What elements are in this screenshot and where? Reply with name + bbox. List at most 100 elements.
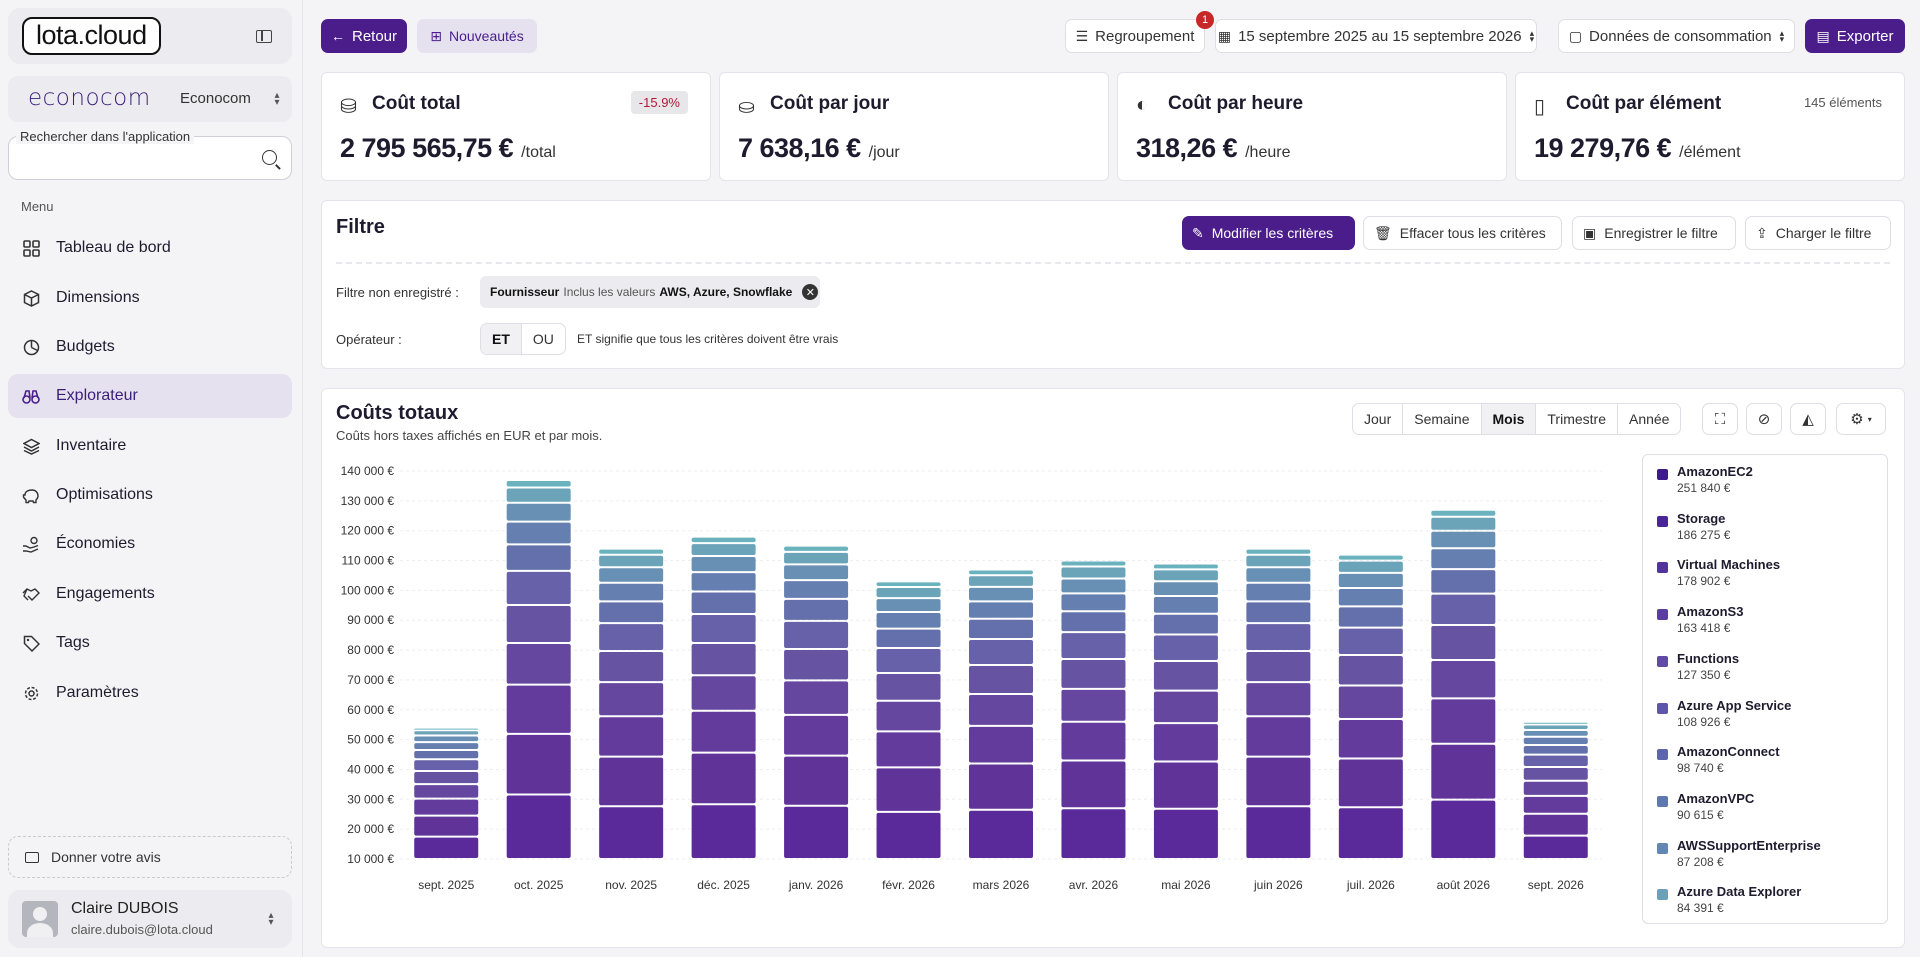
sidebar-toggle-icon[interactable]	[256, 30, 272, 43]
sidebar-item-tags[interactable]: Tags	[8, 621, 292, 665]
bar-segment	[1061, 689, 1126, 721]
coins-icon: ⛁	[340, 96, 357, 118]
pie-icon	[22, 338, 40, 356]
bar-segment	[1523, 796, 1588, 813]
date-range-picker[interactable]: ▦ 15 septembre 2025 au 15 septembre 2026 …	[1215, 19, 1537, 53]
eye-off-icon[interactable]: ⊘	[1746, 403, 1782, 435]
news-button[interactable]: ⊞ Nouveautés	[417, 19, 537, 53]
data-type-select[interactable]: ▢ Données de consommation ▴ ▾	[1558, 19, 1795, 53]
bar-segment	[414, 772, 479, 784]
bar-segment	[1523, 781, 1588, 795]
bar-segment	[969, 726, 1033, 763]
export-button[interactable]: ▤ Exporter	[1805, 19, 1905, 53]
org-switcher[interactable]: econocom Econocom ▴ ▾	[8, 76, 292, 122]
bar-segment	[784, 581, 849, 598]
bar-segment	[691, 644, 756, 675]
y-tick-label: 20 000 €	[347, 822, 394, 836]
y-tick-label: 110 000 €	[342, 554, 395, 568]
filter-chip[interactable]: Fournisseur Inclus les valeurs AWS, Azur…	[480, 276, 820, 308]
bar-segment	[1431, 570, 1496, 593]
bar-segment	[1246, 555, 1311, 567]
bar-segment	[506, 643, 571, 684]
bar-segment	[876, 732, 941, 767]
x-tick-label: sept. 2026	[1528, 878, 1584, 892]
operator-and[interactable]: ET	[481, 324, 522, 354]
grouping-button[interactable]: ☰ Regroupement	[1065, 19, 1205, 53]
x-tick-label: mai 2026	[1161, 878, 1211, 892]
bar-segment	[1153, 762, 1218, 808]
sidebar-item-optimizations[interactable]: Optimisations	[8, 473, 292, 517]
bar-segment	[969, 810, 1033, 858]
app-logo[interactable]: lota.cloud	[22, 17, 161, 55]
chip-field: Fournisseur	[490, 285, 560, 299]
bar-segment	[876, 701, 941, 731]
period-week[interactable]: Semaine	[1403, 404, 1482, 434]
save-filter-button[interactable]: ▣ Enregistrer le filtre	[1572, 216, 1736, 250]
kpi-value: 19 279,76 €/élément	[1534, 133, 1741, 163]
paint-bucket-icon[interactable]: ◭	[1790, 403, 1826, 435]
bar-segment	[1153, 662, 1218, 690]
sidebar-item-dimensions[interactable]: Dimensions	[8, 276, 292, 320]
sidebar-item-budgets[interactable]: Budgets	[8, 325, 292, 369]
sidebar-item-dashboard[interactable]: Tableau de bord	[8, 226, 292, 270]
legend-swatch	[1657, 702, 1668, 714]
bar-segment	[599, 652, 664, 682]
gear-icon[interactable]: ⚙ ▾	[1836, 403, 1886, 435]
sidebar-item-commitments[interactable]: Engagements	[8, 572, 292, 616]
bar-segment	[969, 587, 1033, 601]
bar-segment	[876, 768, 941, 811]
piggy-bank-icon	[22, 486, 40, 504]
bar-segment	[784, 599, 849, 620]
arrow-left-icon: ←	[330, 28, 345, 44]
kpi-value: 318,26 €/heure	[1136, 133, 1291, 163]
sidebar-item-inventory[interactable]: Inventaire	[8, 424, 292, 468]
period-toggle: Jour Semaine Mois Trimestre Année	[1352, 403, 1682, 435]
kpi-delta-badge: -15.9%	[630, 91, 688, 114]
user-menu[interactable]: Claire DUBOIS claire.dubois@lota.cloud ▴…	[8, 890, 292, 948]
bar-segment	[784, 621, 849, 649]
legend-swatch	[1657, 795, 1668, 807]
bar-segment	[1523, 725, 1588, 729]
bar-segment	[1523, 737, 1588, 745]
back-button[interactable]: ← Retour	[321, 19, 407, 53]
bar-segment	[414, 736, 479, 742]
legend-value: 186 275 €	[1677, 527, 1731, 542]
load-filter-button[interactable]: ⇪ Charger le filtre	[1745, 216, 1891, 250]
sidebar-item-label: Tableau de bord	[56, 239, 171, 256]
bar-segment	[691, 557, 756, 572]
y-tick-label: 10 000 €	[347, 852, 394, 866]
sidebar-item-label: Économies	[56, 535, 136, 552]
period-quarter[interactable]: Trimestre	[1536, 404, 1618, 434]
bar-segment	[506, 795, 571, 858]
clear-criteria-button[interactable]: 🗑 Effacer tous les critères	[1363, 216, 1562, 250]
period-month[interactable]: Mois	[1481, 404, 1537, 434]
sidebar-item-settings[interactable]: Paramètres	[8, 671, 292, 715]
search-icon[interactable]	[262, 150, 277, 165]
bar-segment	[1061, 633, 1126, 659]
bar-segment	[1431, 549, 1496, 569]
file-export-icon: ▤	[1816, 27, 1830, 44]
operator-toggle: ET OU	[480, 323, 566, 355]
org-name: Econocom	[180, 90, 251, 107]
y-tick-label: 40 000 €	[347, 762, 394, 776]
bar-segment	[1153, 724, 1218, 761]
filter-title: Filtre	[336, 216, 385, 238]
remove-chip-icon[interactable]: ✕	[802, 284, 819, 300]
bar-segment	[784, 715, 849, 755]
sidebar-item-explorer[interactable]: Explorateur	[8, 374, 292, 418]
x-tick-label: août 2026	[1437, 878, 1491, 892]
period-day[interactable]: Jour	[1353, 404, 1404, 434]
legend-name: AmazonS3	[1677, 604, 1744, 620]
fullscreen-icon[interactable]: ⛶	[1702, 403, 1738, 435]
sidebar-item-savings[interactable]: Économies	[8, 522, 292, 566]
gear-icon	[22, 684, 40, 702]
feedback-button[interactable]: Donner votre avis	[8, 836, 292, 878]
modify-criteria-button[interactable]: ✎ Modifier les critères	[1182, 216, 1355, 250]
bar-segment	[1153, 809, 1218, 858]
bar-segment	[691, 615, 756, 643]
x-tick-label: déc. 2025	[697, 878, 750, 892]
bar-segment	[1431, 531, 1496, 548]
operator-or[interactable]: OU	[532, 331, 554, 347]
period-year[interactable]: Année	[1628, 411, 1670, 427]
kpi-title: Coût par heure	[1168, 93, 1304, 114]
